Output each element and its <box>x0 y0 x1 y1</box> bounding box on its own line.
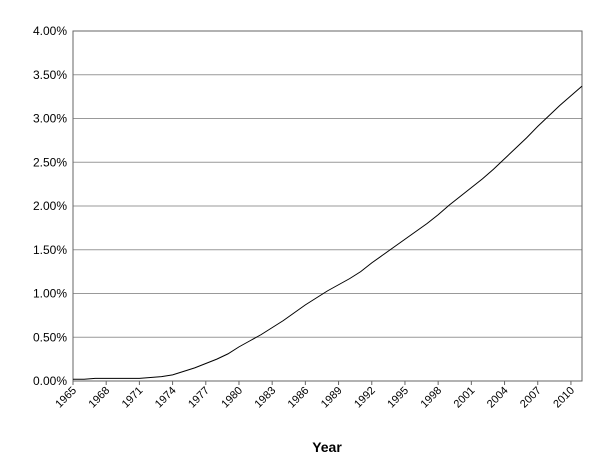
x-tick-label: 1977 <box>186 385 212 411</box>
x-tick-label: 1983 <box>252 385 278 411</box>
x-tick-label: 1968 <box>87 385 113 411</box>
y-tick-label: 3.50% <box>33 68 67 82</box>
x-tick-label: 1989 <box>319 385 345 411</box>
x-tick-label: 1974 <box>153 385 179 411</box>
y-tick-label: 2.00% <box>33 199 67 213</box>
plot-border <box>72 30 583 382</box>
y-tick-label: 2.50% <box>33 155 67 169</box>
y-tick-label: 1.00% <box>33 287 67 301</box>
y-tick-label: 1.50% <box>33 243 67 257</box>
x-tick-label: 1986 <box>286 385 312 411</box>
x-tick-label: 1998 <box>418 385 444 411</box>
x-tick-label: 2004 <box>485 385 511 411</box>
y-tick-label: 0.00% <box>33 374 67 388</box>
x-tick-label: 1992 <box>352 385 378 411</box>
line <box>73 85 583 380</box>
y-tick-label: 0.50% <box>33 330 67 344</box>
x-tick-label: 1995 <box>385 385 411 411</box>
x-tick-label: 1965 <box>53 385 79 411</box>
y-tick-label: 4.00% <box>33 24 67 38</box>
x-axis-title: Year <box>312 439 342 455</box>
x-tick-label: 2007 <box>518 385 544 411</box>
x-tick-label: 1971 <box>120 385 146 411</box>
x-tick-label: 2001 <box>452 385 478 411</box>
x-tick-label: 1980 <box>219 385 245 411</box>
y-tick-label: 3.00% <box>33 112 67 126</box>
x-tick-label: 2010 <box>551 385 577 411</box>
